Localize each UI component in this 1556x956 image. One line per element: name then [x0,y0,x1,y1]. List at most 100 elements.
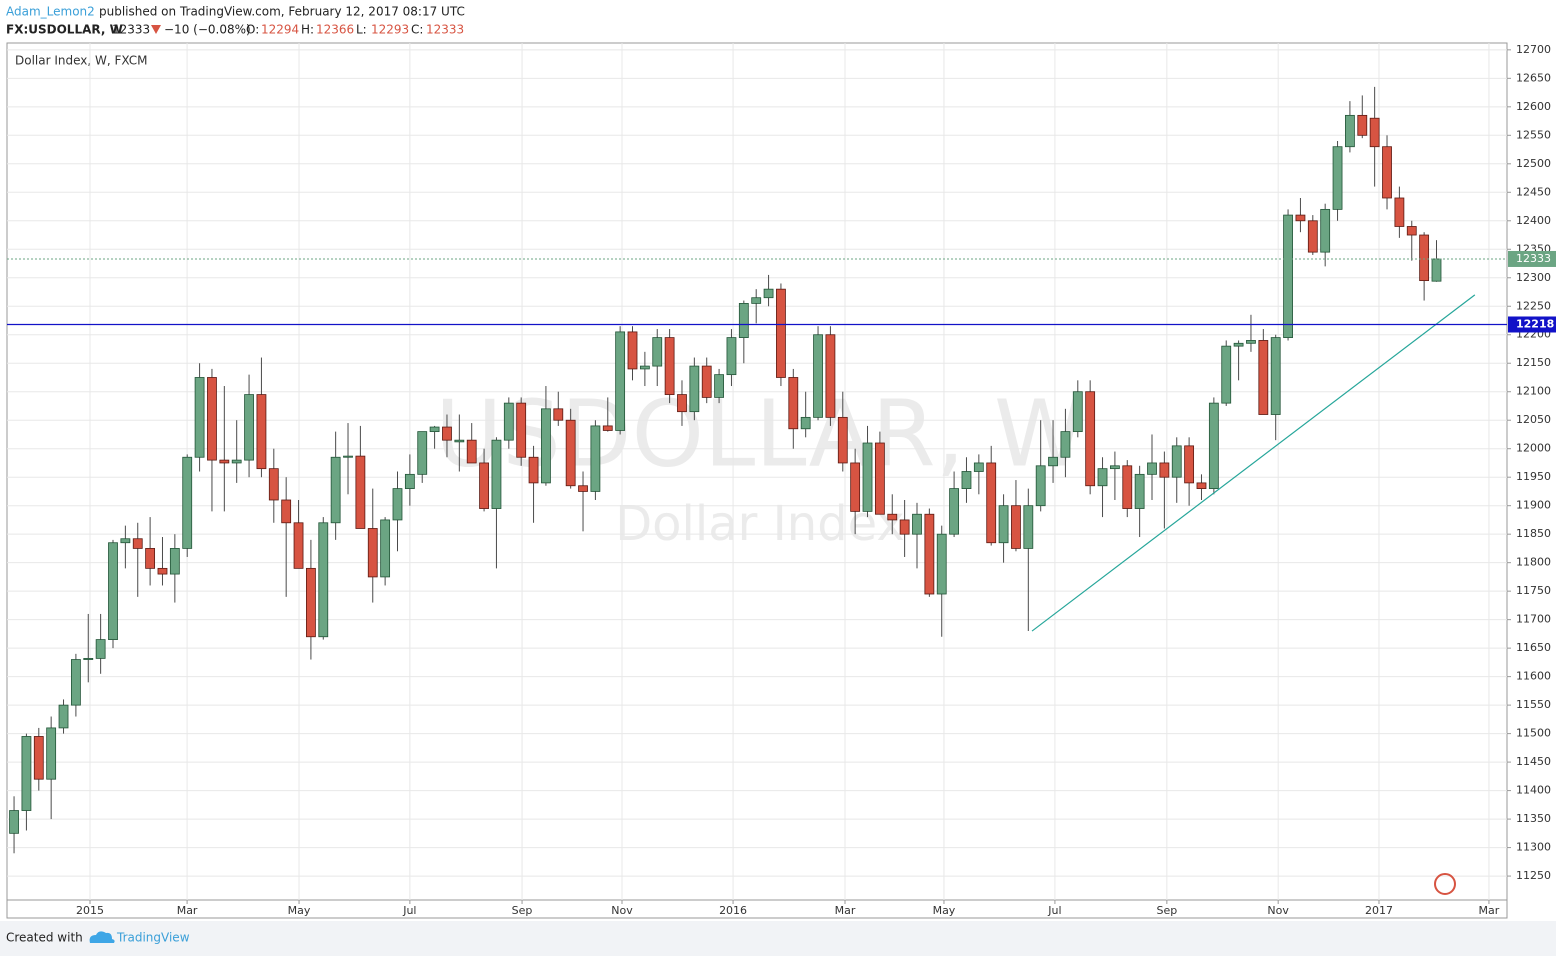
candle-body [1085,391,1096,487]
y-tick-label: 11900 [1516,499,1551,512]
quote-value: 12294 [261,23,299,37]
candle-body [1332,146,1343,210]
candle-body [268,468,279,501]
candle-body [1283,214,1293,338]
candle-body [615,331,626,431]
candle-body [194,377,205,458]
candle-body [70,659,81,706]
candle-body [1208,402,1219,489]
candle-body [83,657,94,660]
candle-body [231,459,242,464]
candle-body [169,548,180,575]
author[interactable]: Adam_Lemon2 [6,5,95,19]
y-tick-label: 11800 [1516,556,1551,569]
candle-body [1320,208,1331,253]
x-tick-label: 2015 [76,904,104,917]
candle-body [318,522,329,638]
candle-body [1419,234,1430,282]
candle-body [825,334,836,418]
candle-body [590,425,601,492]
candle-body [120,538,131,544]
y-tick-label: 11950 [1516,470,1551,483]
quote-label: O: [246,23,259,37]
y-tick-label: 12300 [1516,271,1551,284]
down-arrow [151,25,161,34]
candle-body [157,567,168,575]
x-tick-label: May [933,904,956,917]
last-price-box [1508,250,1556,267]
candle-body [677,394,687,413]
candle-body [392,488,403,521]
footer-brand[interactable]: TradingView [116,931,190,945]
candle-body [21,736,32,811]
candle-body [1382,146,1392,199]
published: published on TradingView.com, February 1… [99,5,465,19]
plot: 11250 11300 11350 11400 11450 11500 11550 11600… [7,43,1551,917]
x-tick-label: Nov [1267,904,1289,917]
candle-body [1246,340,1256,344]
candle-body [1060,431,1071,458]
candle-body [961,471,972,489]
candle-body [293,522,304,569]
candle-body [565,419,576,487]
candle-body [1431,258,1442,282]
candle-body [503,402,514,441]
candle-body [813,334,823,418]
candle-body [1196,482,1207,489]
candle-body [1147,462,1157,475]
candle-body [442,426,452,441]
candle-body [404,473,415,489]
candle-body [689,365,700,413]
candle-body [776,288,786,378]
y-tick-label: 11450 [1516,755,1551,768]
candle-body [1122,465,1133,509]
x-tick-label: 2016 [719,904,747,917]
candle-body [281,499,292,524]
candle-body [466,439,477,464]
y-tick-label: 12600 [1516,100,1551,113]
y-tick-label: 12000 [1516,442,1551,455]
candle-body [145,548,156,569]
y-tick-label: 12500 [1516,157,1551,170]
candle-body [491,439,502,509]
y-tick-label: 11500 [1516,727,1551,740]
candle-body [726,337,737,376]
x-tick-label: Mar [1479,904,1500,917]
footer-bar [0,921,1556,956]
x-tick-label: Mar [835,904,856,917]
candle-body [1345,114,1355,148]
candle-body [528,456,539,484]
candle-body [1233,342,1244,347]
candle-body [924,513,935,595]
y-tick-label: 12400 [1516,214,1551,227]
candle-body [602,425,613,431]
y-tick-label: 11350 [1516,812,1551,825]
candle-body [1023,505,1034,549]
candle-body [33,736,44,780]
last: 12333 [112,23,150,37]
y-tick-label: 11750 [1516,584,1551,597]
candle-body [1109,465,1120,470]
candle-body [367,528,378,578]
candle-body [207,377,217,461]
candle-body [664,337,675,395]
candle-body [986,462,997,544]
candle-body [1159,462,1170,478]
y-tick-label: 11300 [1516,841,1551,854]
y-tick-label: 12650 [1516,71,1551,84]
candle-body [1035,465,1046,507]
header: Adam_Lemon2 published on TradingView.com… [6,5,465,37]
candle-body [1406,226,1417,236]
quote-value: 12333 [426,23,464,37]
x-tick-label: Sep [1156,904,1177,917]
candle-body [949,488,960,535]
candle-body [874,442,885,515]
x-tick-label: Mar [177,904,198,917]
y-tick-label: 11650 [1516,641,1551,654]
candle-body [1011,505,1021,549]
candle-body [429,426,440,433]
chart-title: Dollar Index, W, FXCM [15,54,148,68]
candle-body [1258,340,1269,415]
candle-body [639,365,650,370]
